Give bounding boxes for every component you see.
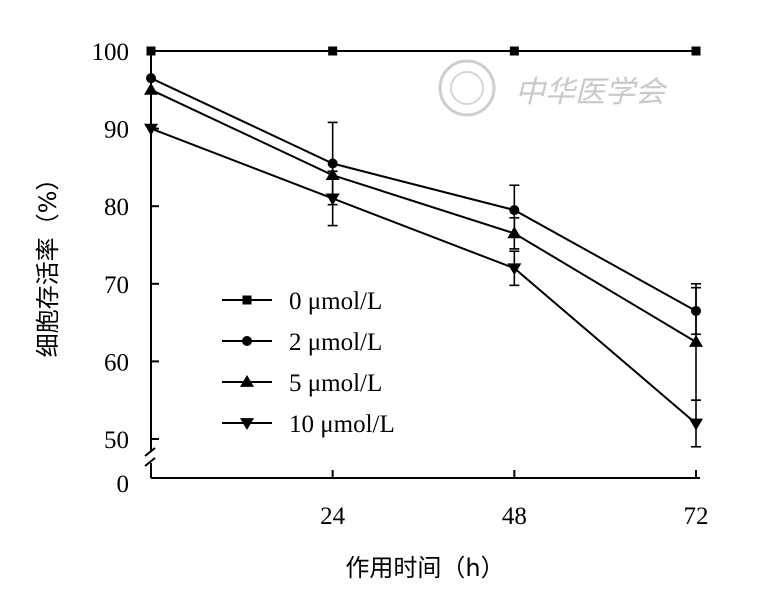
x-axis-title: 作用时间（h）: [345, 554, 504, 582]
series-line: [150, 77, 697, 312]
series-layer: [144, 46, 703, 448]
data-point: [146, 46, 156, 56]
series-3: [144, 123, 703, 448]
data-point: [507, 226, 522, 239]
legend-item: 5 μmol/L: [222, 370, 382, 397]
data-point: [146, 73, 156, 84]
legend-label: 2 μmol/L: [289, 329, 382, 356]
y-axis-title: 细胞存活率（%）: [34, 167, 62, 358]
series-line: [150, 127, 697, 425]
x-tick-label: 72: [684, 503, 709, 530]
legend-label: 0 μmol/L: [289, 288, 382, 315]
legend-marker: [240, 375, 254, 387]
y-tick-label: 50: [104, 427, 129, 454]
x-tick-label: 48: [502, 503, 527, 530]
data-point: [509, 46, 519, 56]
data-point: [689, 335, 703, 347]
data-point: [507, 263, 522, 276]
legend-marker: [240, 418, 254, 430]
legend-item: 2 μmol/L: [222, 329, 382, 356]
y-tick-label-break: 0: [117, 471, 130, 498]
legend-label: 10 μmol/L: [289, 411, 395, 438]
data-point: [509, 205, 520, 216]
data-point: [328, 46, 338, 56]
y-tick-label: 90: [104, 117, 129, 144]
data-point: [689, 418, 703, 431]
y-tick-label: 70: [104, 272, 129, 299]
y-axis-break-mark: [144, 447, 156, 457]
series-0: [146, 46, 701, 56]
y-axis-break-mark: [144, 457, 156, 467]
y-tick-label: 60: [104, 349, 129, 376]
series-2: [144, 82, 703, 402]
legend-item: 10 μmol/L: [222, 411, 395, 438]
watermark-text: 中华医学会: [515, 75, 668, 110]
data-point: [691, 46, 701, 56]
axes: 50 60 70 80 90 100 0 24 48 72: [92, 39, 709, 530]
data-point: [327, 158, 338, 169]
watermark-seal-icon: [438, 59, 496, 117]
legend-marker: [242, 336, 252, 346]
data-point: [144, 82, 158, 95]
series-line: [150, 88, 697, 343]
y-tick-label: 100: [92, 39, 130, 66]
watermark: 中华医学会: [438, 59, 668, 117]
y-tick-label: 80: [104, 194, 129, 221]
legend-marker: [242, 295, 252, 305]
legend: 0 μmol/L 2 μmol/L 5 μmol/L 10 μmol/L: [222, 288, 395, 438]
data-point: [144, 123, 158, 136]
x-tick-label: 24: [320, 503, 346, 530]
legend-item: 0 μmol/L: [222, 288, 382, 315]
data-point: [325, 193, 340, 206]
legend-label: 5 μmol/L: [289, 370, 382, 397]
